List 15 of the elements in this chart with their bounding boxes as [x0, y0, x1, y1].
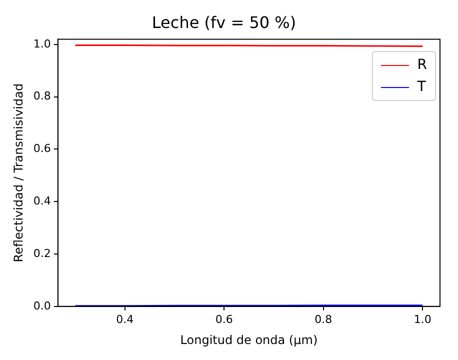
x-tick-label: 0.6: [215, 312, 233, 326]
x-axis-title: Longitud de onda (μm): [180, 332, 318, 347]
x-tick-label: 1.0: [414, 312, 432, 326]
y-tick-label: 0.8: [33, 90, 51, 103]
y-tick-label: 0.0: [33, 299, 51, 312]
y-tick-label: 0.6: [33, 142, 51, 156]
chart-title: Leche (fv = 50 %): [152, 12, 296, 32]
legend-label: T: [417, 79, 426, 96]
x-tick-label: 0.4: [116, 312, 134, 326]
y-tick-label: 0.4: [33, 194, 51, 208]
y-axis-title: Reflectividad / Transmisividad: [11, 83, 26, 262]
y-tick-label: 0.2: [33, 246, 51, 260]
y-tick-label: 1.0: [33, 37, 51, 50]
x-tick-label: 0.8: [314, 312, 332, 326]
legend-label: R: [417, 57, 427, 74]
